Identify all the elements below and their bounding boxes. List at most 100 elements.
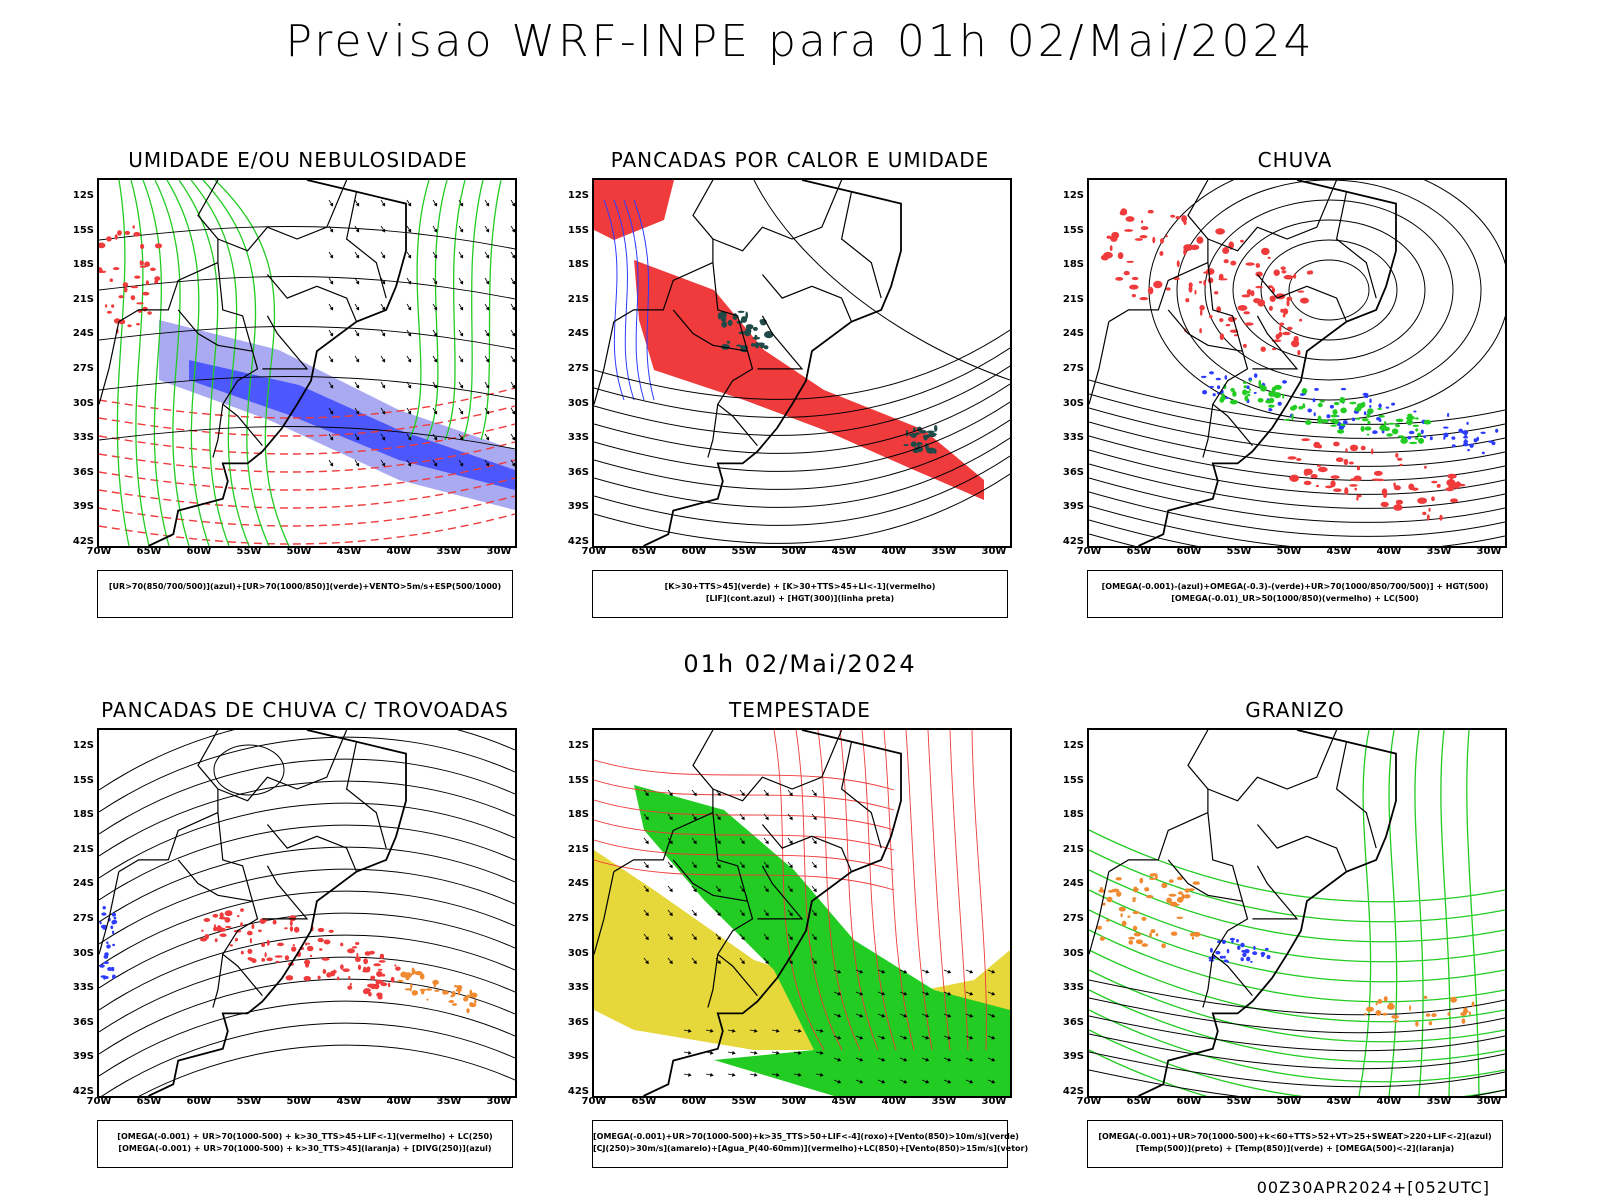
lon-tick-label: 45W bbox=[1326, 546, 1352, 557]
lon-tick-label: 65W bbox=[136, 546, 162, 557]
lon-tick-label: 55W bbox=[731, 546, 757, 557]
lat-tick-label: 39S bbox=[567, 1051, 589, 1063]
lat-tick-label: 33S bbox=[1062, 432, 1084, 444]
lat-tick-label: 15S bbox=[567, 774, 589, 786]
panel-title-umidade: UMIDADE E/OU NEBULOSIDADE bbox=[128, 148, 468, 172]
lat-tick-label: 18S bbox=[1062, 259, 1084, 271]
map-tempestade bbox=[592, 728, 1012, 1098]
lat-tick-label: 24S bbox=[1062, 878, 1084, 890]
lat-tick-label: 39S bbox=[567, 501, 589, 513]
lat-tick-label: 12S bbox=[567, 740, 589, 751]
lon-tick-label: 40W bbox=[881, 1096, 907, 1107]
lat-tick-label: 39S bbox=[72, 501, 94, 513]
lat-tick-label: 27S bbox=[1062, 913, 1084, 924]
lat-tick-label: 42S bbox=[567, 536, 589, 547]
legend-line: [OMEGA(-0.01)_UR>50(1000/850)(vermelho) … bbox=[1171, 594, 1419, 603]
legend-line: [Temp(500)](preto) + [Temp(850)](verde) … bbox=[1135, 1144, 1455, 1153]
lon-tick-label: 65W bbox=[1126, 546, 1152, 557]
lon-tick-label: 45W bbox=[831, 546, 857, 557]
lat-tick-label: 24S bbox=[567, 878, 589, 890]
forecast-date: 01h 02/Mai/2024 bbox=[683, 650, 917, 678]
lon-tick-label: 35W bbox=[1426, 1096, 1452, 1107]
lon-tick-label: 35W bbox=[436, 1096, 462, 1107]
lat-tick-label: 12S bbox=[72, 190, 94, 201]
lat-tick-label: 36S bbox=[72, 1016, 94, 1028]
lat-tick-label: 39S bbox=[1062, 501, 1084, 513]
lon-tick-label: 45W bbox=[1326, 1096, 1352, 1107]
lon-tick-label: 60W bbox=[681, 546, 707, 557]
map-umidade bbox=[97, 178, 517, 548]
lat-tick-label: 18S bbox=[567, 809, 589, 821]
legend-line: [CJ(250)>30m/s](amarelo)+[Agua_P(40-60mm… bbox=[593, 1144, 1029, 1153]
lat-tick-label: 27S bbox=[567, 913, 589, 924]
lat-tick-label: 36S bbox=[567, 1016, 589, 1028]
lat-tick-label: 30S bbox=[1062, 397, 1084, 409]
lon-tick-label: 65W bbox=[631, 1096, 657, 1107]
lat-tick-label: 36S bbox=[72, 466, 94, 478]
lat-tick-label: 12S bbox=[567, 190, 589, 201]
lon-tick-label: 65W bbox=[631, 546, 657, 557]
lon-tick-label: 30W bbox=[981, 1096, 1007, 1107]
lat-tick-label: 36S bbox=[1062, 1016, 1084, 1028]
lat-tick-label: 15S bbox=[1062, 774, 1084, 786]
lon-tick-label: 70W bbox=[1076, 546, 1102, 557]
lat-tick-label: 15S bbox=[1062, 224, 1084, 236]
lon-tick-label: 40W bbox=[386, 1096, 412, 1107]
lon-tick-label: 70W bbox=[581, 1096, 607, 1107]
lon-tick-label: 70W bbox=[581, 546, 607, 557]
panel-title-trovoadas: PANCADAS DE CHUVA C/ TROVOADAS bbox=[101, 698, 509, 722]
lon-tick-label: 60W bbox=[186, 546, 212, 557]
lon-tick-label: 70W bbox=[86, 1096, 112, 1107]
lon-tick-label: 45W bbox=[336, 546, 362, 557]
lat-tick-label: 21S bbox=[1062, 843, 1084, 855]
lat-tick-label: 18S bbox=[72, 259, 94, 271]
lon-tick-label: 30W bbox=[486, 1096, 512, 1107]
lat-tick-label: 27S bbox=[567, 363, 589, 374]
legend-line: [OMEGA(-0.001) + UR>70(1000-500) + k>30_… bbox=[117, 1132, 493, 1141]
map-chuva bbox=[1087, 178, 1507, 548]
lon-tick-label: 35W bbox=[1426, 546, 1452, 557]
lon-tick-label: 30W bbox=[981, 546, 1007, 557]
panel-title-granizo: GRANIZO bbox=[1245, 698, 1345, 722]
lat-tick-label: 12S bbox=[1062, 740, 1084, 751]
lat-tick-label: 15S bbox=[567, 224, 589, 236]
lat-tick-label: 30S bbox=[1062, 947, 1084, 959]
lon-tick-label: 60W bbox=[1176, 546, 1202, 557]
lat-tick-label: 24S bbox=[1062, 328, 1084, 340]
lat-tick-label: 30S bbox=[567, 397, 589, 409]
lat-tick-label: 33S bbox=[567, 432, 589, 444]
lon-tick-label: 55W bbox=[1226, 1096, 1252, 1107]
lon-tick-label: 55W bbox=[236, 546, 262, 557]
lat-tick-label: 21S bbox=[72, 293, 94, 305]
lon-tick-label: 45W bbox=[831, 1096, 857, 1107]
lon-tick-label: 60W bbox=[1176, 1096, 1202, 1107]
lon-tick-label: 40W bbox=[1376, 546, 1402, 557]
lon-tick-label: 50W bbox=[781, 1096, 807, 1107]
legend-tempestade: [OMEGA(-0.001)+UR>70(1000-500)+k>35_TTS>… bbox=[592, 1120, 1029, 1168]
legend-granizo: [OMEGA(-0.001)+UR>70(1000-500)+k<60+TTS>… bbox=[1087, 1120, 1503, 1168]
lat-tick-label: 18S bbox=[567, 259, 589, 271]
lat-tick-label: 18S bbox=[1062, 809, 1084, 821]
legend-line: [K>30+TTS>45](verde) + [K>30+TTS>45+LI<-… bbox=[664, 582, 936, 591]
legend-umidade: [UR>70(850/700/500)](azul)+[UR>70(1000/8… bbox=[97, 570, 513, 618]
panel-title-chuva: CHUVA bbox=[1257, 148, 1333, 172]
lat-tick-label: 24S bbox=[567, 328, 589, 340]
lon-tick-label: 50W bbox=[1276, 1096, 1302, 1107]
lat-tick-label: 36S bbox=[1062, 466, 1084, 478]
lat-tick-label: 30S bbox=[567, 947, 589, 959]
lon-tick-label: 30W bbox=[486, 546, 512, 557]
legend-trovoadas: [OMEGA(-0.001) + UR>70(1000-500) + k>30_… bbox=[97, 1120, 513, 1168]
lon-tick-label: 40W bbox=[881, 546, 907, 557]
lon-tick-label: 40W bbox=[386, 546, 412, 557]
lat-tick-label: 33S bbox=[567, 982, 589, 994]
lon-tick-label: 45W bbox=[336, 1096, 362, 1107]
lat-tick-label: 33S bbox=[72, 982, 94, 994]
lat-tick-label: 39S bbox=[72, 1051, 94, 1063]
page-title: Previsao WRF-INPE para 01h 02/Mai/2024 bbox=[285, 16, 1315, 67]
panel-title-tempestade: TEMPESTADE bbox=[729, 698, 871, 722]
lat-tick-label: 42S bbox=[1062, 536, 1084, 547]
map-pancadas-calor bbox=[592, 178, 1012, 548]
lon-tick-label: 50W bbox=[1276, 546, 1302, 557]
lat-tick-label: 33S bbox=[1062, 982, 1084, 994]
lon-tick-label: 55W bbox=[731, 1096, 757, 1107]
